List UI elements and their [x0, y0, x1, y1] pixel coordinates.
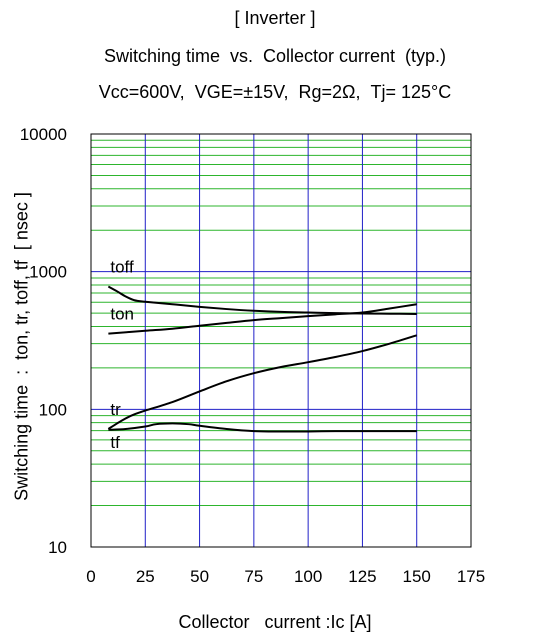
x-tick-label: 100 — [294, 567, 322, 586]
series-label-ton: ton — [110, 305, 134, 324]
x-tick-labels: 0 25 50 75 100 125 150 175 — [86, 567, 485, 586]
series-line-toff — [107, 285, 417, 315]
y-tick-label: 10 — [48, 538, 67, 557]
x-tick-label: 50 — [190, 567, 209, 586]
series-layer — [107, 285, 418, 433]
series-label-tr: tr — [110, 400, 121, 419]
minor-gridlines — [91, 139, 471, 507]
chart-subtitle: Switching time vs. Collector current (ty… — [103, 46, 447, 66]
y-tick-label: 10000 — [20, 125, 67, 144]
x-tick-label: 175 — [457, 567, 485, 586]
chart-conditions: Vcc=600V, VGE=±15V, Rg=2Ω, Tj= 125°C — [98, 82, 452, 102]
x-tick-label: 150 — [403, 567, 431, 586]
x-tick-label: 125 — [348, 567, 376, 586]
x-tick-label: 75 — [244, 567, 263, 586]
chart-title: [ Inverter ] — [234, 8, 316, 28]
x-tick-label: 0 — [86, 567, 95, 586]
y-tick-label: 100 — [39, 400, 67, 419]
series-line-tr — [107, 334, 418, 430]
x-tick-label: 25 — [136, 567, 155, 586]
series-line-ton — [108, 303, 417, 335]
y-tick-label: 1000 — [29, 263, 67, 282]
x-axis-label: Collector current :Ic [A] — [178, 612, 372, 632]
major-gridlines — [91, 134, 471, 547]
series-label-toff: toff — [110, 258, 134, 277]
plot-frame — [90, 133, 472, 548]
y-axis-label: Switching time : ton, tr, toff, tf [ nse… — [11, 192, 32, 501]
series-label-tf: tf — [110, 433, 120, 452]
y-tick-labels: 10 100 1000 10000 — [20, 125, 67, 557]
series-line-tf — [108, 422, 417, 433]
series-labels: toff ton tr tf — [110, 258, 134, 452]
